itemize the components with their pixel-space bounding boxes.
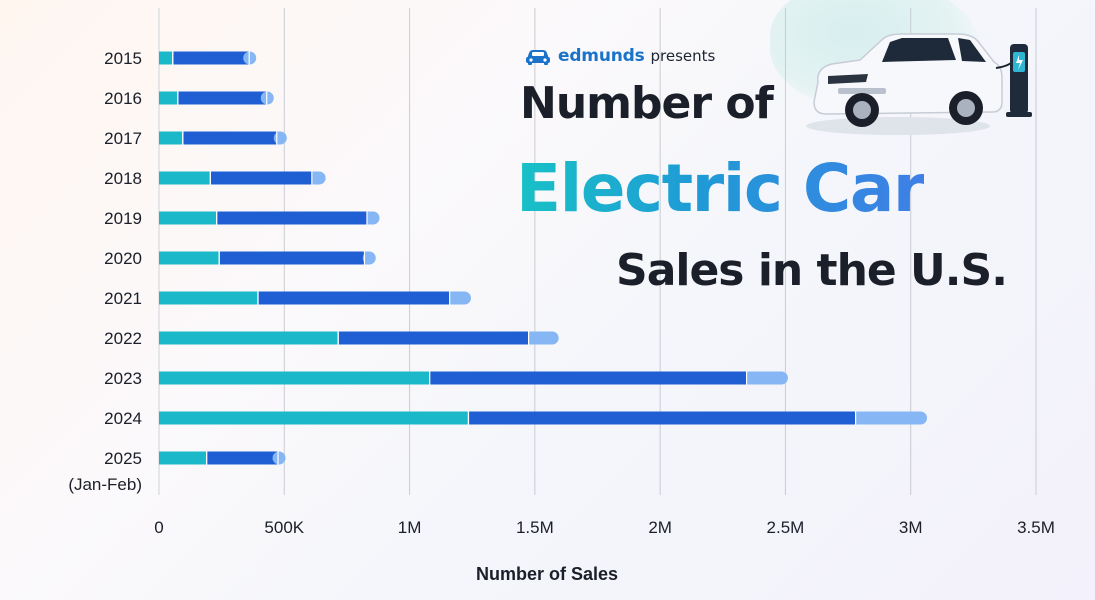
car-logo-icon	[526, 50, 550, 65]
x-tick-label: 0	[154, 518, 163, 537]
x-tick-label: 3M	[899, 518, 923, 537]
x-tick-label: 1M	[398, 518, 422, 537]
title-block: edmunds presents Number of Electric Car …	[500, 40, 1060, 310]
title-line-3: Sales in the U.S.	[616, 245, 1008, 296]
bar-segment	[528, 331, 559, 345]
title-line-2: Electric Car	[516, 150, 925, 227]
bar-segment	[182, 131, 277, 145]
category-sublabel: (Jan-Feb)	[68, 475, 142, 494]
bar-segment	[855, 411, 928, 425]
bar-segment	[746, 371, 788, 385]
bar-segment	[272, 451, 286, 465]
category-label: 2024	[104, 409, 142, 428]
bars	[159, 51, 928, 465]
bar-segment	[449, 291, 471, 305]
brand-name: edmunds	[558, 46, 645, 66]
bar-segment	[159, 211, 217, 225]
bar-segment	[159, 291, 258, 305]
x-tick-labels: 0 500K 1M 1.5M 2M 2.5M 3M 3.5M	[154, 518, 1055, 537]
x-tick-label: 1.5M	[516, 518, 554, 537]
category-label: 2025	[104, 449, 142, 468]
bar-segment	[210, 171, 312, 185]
electric-suv-illustration	[806, 33, 1032, 135]
category-label: 2019	[104, 209, 142, 228]
bar-segment	[159, 131, 183, 145]
bar-segment	[159, 51, 173, 65]
bar-segment	[159, 411, 469, 425]
category-label: 2023	[104, 369, 142, 388]
bar-segment	[311, 171, 326, 185]
bar-segment	[468, 411, 856, 425]
category-label: 2016	[104, 89, 142, 108]
category-label: 2021	[104, 289, 142, 308]
x-tick-label: 3.5M	[1017, 518, 1055, 537]
category-label: 2015	[104, 49, 142, 68]
category-label: 2017	[104, 129, 142, 148]
category-labels: 2015 2016 2017 2018 2019 2020 2021 2022 2023 2024…	[68, 49, 142, 494]
x-tick-label: 2M	[648, 518, 672, 537]
category-label: 2022	[104, 329, 142, 348]
bar-segment	[219, 251, 365, 265]
bar-segment	[206, 451, 279, 465]
bar-segment	[257, 291, 450, 305]
bar-segment	[159, 91, 178, 105]
bar-segment	[172, 51, 250, 65]
x-tick-label: 2.5M	[767, 518, 805, 537]
bar-segment	[159, 251, 220, 265]
bar-segment	[159, 371, 430, 385]
bar-segment	[159, 331, 339, 345]
presented-by: edmunds presents	[524, 46, 715, 66]
bar-segment	[159, 171, 211, 185]
x-tick-label: 500K	[264, 518, 304, 537]
bar-segment	[362, 251, 376, 265]
x-axis-title: Number of Sales	[476, 564, 618, 584]
presents-text: presents	[650, 47, 716, 65]
title-line-1: Number of	[520, 78, 774, 129]
bar-segment	[216, 211, 367, 225]
bar-segment	[177, 91, 267, 105]
bar-segment	[366, 211, 380, 225]
bar-segment	[273, 131, 287, 145]
bar-segment	[159, 451, 207, 465]
charging-station-icon	[1006, 44, 1032, 117]
category-label: 2018	[104, 169, 142, 188]
bar-segment	[338, 331, 529, 345]
bar-segment	[429, 371, 747, 385]
category-label: 2020	[104, 249, 142, 268]
